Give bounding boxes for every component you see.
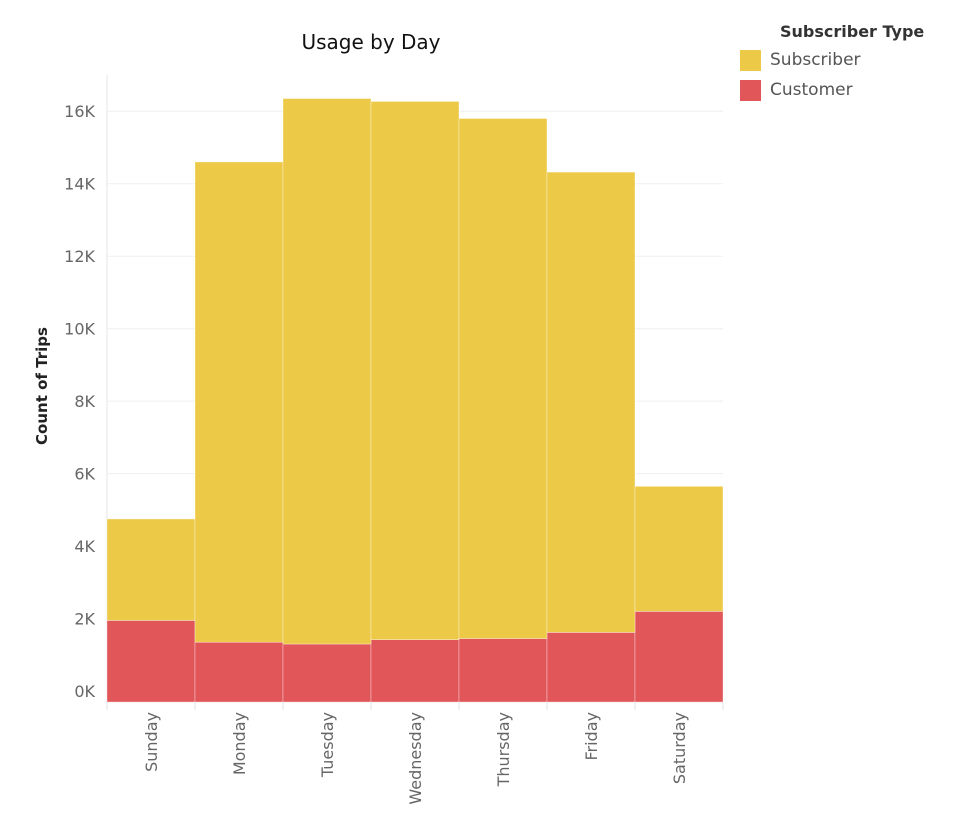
y-tick-label: 16K xyxy=(64,102,95,121)
y-tick-label: 14K xyxy=(64,175,95,194)
bar-customer-tuesday[interactable] xyxy=(282,643,372,703)
legend-item-subscriber[interactable]: Subscriber xyxy=(740,45,960,75)
bar-customer-wednesday[interactable] xyxy=(370,639,460,703)
y-tick-label: 8K xyxy=(74,392,95,411)
bar-customer-friday[interactable] xyxy=(546,632,636,703)
y-axis-label: Count of Trips xyxy=(33,327,51,445)
bar-subscriber-sunday[interactable] xyxy=(106,518,196,621)
bar-customer-monday[interactable] xyxy=(194,641,284,703)
x-tick-label: Monday xyxy=(230,712,249,775)
y-tick-label: 10K xyxy=(64,320,95,339)
bar-subscriber-tuesday[interactable] xyxy=(282,98,372,645)
x-tick-label: Saturday xyxy=(670,712,689,784)
bar-subscriber-saturday[interactable] xyxy=(634,486,724,612)
legend-item-customer[interactable]: Customer xyxy=(740,75,960,105)
bar-subscriber-monday[interactable] xyxy=(194,161,284,643)
y-tick-label: 6K xyxy=(74,465,95,484)
legend-title: Subscriber Type xyxy=(780,22,925,41)
legend-label-subscriber: Subscriber xyxy=(770,50,861,70)
legend-swatch-customer xyxy=(740,79,761,101)
chart-title: Usage by Day xyxy=(301,30,441,54)
bar-subscriber-friday[interactable] xyxy=(546,171,636,633)
bar-customer-thursday[interactable] xyxy=(458,638,548,703)
x-tick-label: Sunday xyxy=(142,712,161,772)
x-tick-label: Wednesday xyxy=(406,712,425,805)
x-tick-label: Thursday xyxy=(494,712,513,787)
bar-customer-sunday[interactable] xyxy=(106,620,196,703)
x-tick-label: Tuesday xyxy=(318,712,337,778)
y-tick-label: 0K xyxy=(74,682,95,701)
legend: Subscriber Type Subscriber Customer xyxy=(740,22,960,105)
y-tick-label: 4K xyxy=(74,537,95,556)
bar-customer-saturday[interactable] xyxy=(634,611,724,703)
legend-swatch-subscriber xyxy=(740,49,761,71)
bar-subscriber-wednesday[interactable] xyxy=(370,101,460,640)
y-tick-label: 2K xyxy=(74,610,95,629)
x-tick-label: Friday xyxy=(582,712,601,761)
legend-label-customer: Customer xyxy=(770,80,853,100)
y-tick-label: 12K xyxy=(64,247,95,266)
bar-subscriber-thursday[interactable] xyxy=(458,118,548,639)
